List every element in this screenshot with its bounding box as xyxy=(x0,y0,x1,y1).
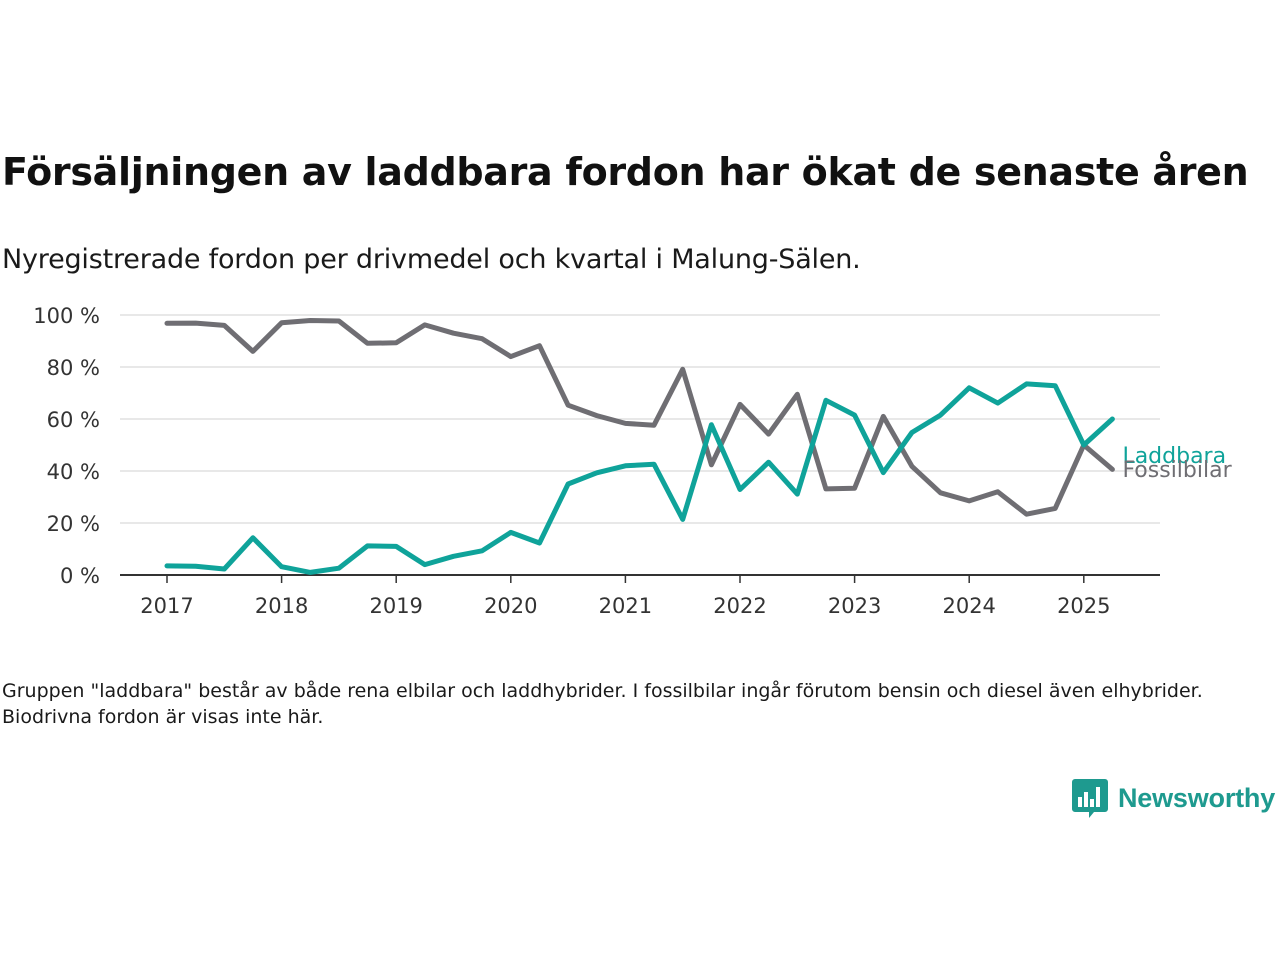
series-label-fossilbilar: Fossilbilar xyxy=(1122,458,1232,483)
x-axis: 2017 2018 2019 2020 2021 2022 2023 2024 2025 xyxy=(120,574,1160,618)
x-tick-label: 2022 xyxy=(713,594,766,618)
newsworthy-logo-icon xyxy=(1072,779,1108,818)
y-tick-label: 60 % xyxy=(47,408,100,432)
line-chart: 0 % 20 % 40 % 60 % 80 % 100 % 2017 2018 2019 202… xyxy=(33,304,1232,618)
y-tick-label: 20 % xyxy=(47,512,100,536)
x-tick-label: 2024 xyxy=(942,594,995,618)
y-tick-label: 0 % xyxy=(60,564,100,588)
series-line-fossilbilar xyxy=(164,318,1115,517)
x-tick-label: 2020 xyxy=(484,594,537,618)
x-tick-label: 2023 xyxy=(828,594,881,618)
x-tick-label: 2025 xyxy=(1057,594,1110,618)
y-tick-label: 100 % xyxy=(33,304,100,328)
y-tick-label: 80 % xyxy=(47,356,100,380)
footnote: Gruppen "laddbara" består av både rena e… xyxy=(2,680,1203,728)
chart-title: Försäljningen av laddbara fordon har öka… xyxy=(2,150,1249,194)
gridlines xyxy=(120,314,1160,524)
brand-logo[interactable]: Newsworthy xyxy=(1072,776,1275,820)
x-tick-label: 2021 xyxy=(599,594,652,618)
brand-name: Newsworthy xyxy=(1118,782,1276,813)
x-tick-label: 2017 xyxy=(140,594,193,618)
y-tick-label: 40 % xyxy=(47,460,100,484)
series-line-laddbara xyxy=(164,381,1115,575)
y-axis: 0 % 20 % 40 % 60 % 80 % 100 % xyxy=(33,304,100,588)
series-label-laddbara: Laddbara xyxy=(1122,444,1226,469)
x-tick-label: 2019 xyxy=(369,594,422,618)
series-lines xyxy=(164,318,1115,575)
x-tick-label: 2018 xyxy=(255,594,308,618)
chart-subtitle: Nyregistrerade fordon per drivmedel och … xyxy=(2,244,861,275)
